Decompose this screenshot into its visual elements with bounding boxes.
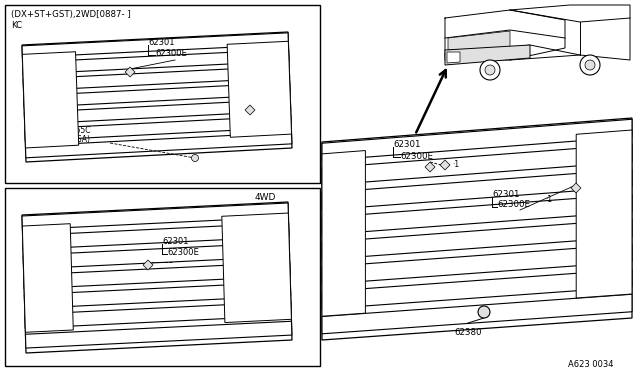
Polygon shape (26, 321, 292, 348)
Polygon shape (445, 45, 530, 65)
Polygon shape (222, 213, 291, 323)
Polygon shape (143, 260, 153, 270)
Text: 62300E: 62300E (155, 49, 187, 58)
Polygon shape (440, 160, 450, 170)
Circle shape (478, 306, 490, 318)
Text: 62301G (USA): 62301G (USA) (36, 135, 90, 144)
Polygon shape (22, 49, 289, 74)
Text: 62301: 62301 (492, 190, 520, 199)
Bar (5, 188, 320, 366)
Text: 62301: 62301 (162, 237, 189, 246)
Polygon shape (322, 244, 632, 284)
Polygon shape (22, 203, 289, 230)
Text: ·1: ·1 (452, 160, 459, 169)
Text: 62301: 62301 (148, 38, 175, 47)
Polygon shape (23, 66, 289, 91)
Text: (USA): (USA) (247, 71, 269, 80)
Polygon shape (322, 194, 632, 235)
Polygon shape (322, 118, 632, 340)
Text: (DX+ST+GST),2WD[0887- ]: (DX+ST+GST),2WD[0887- ] (11, 10, 131, 19)
Polygon shape (22, 52, 79, 148)
Polygon shape (22, 32, 292, 162)
Polygon shape (22, 224, 73, 332)
Polygon shape (26, 132, 292, 158)
Text: 62300E: 62300E (497, 200, 530, 209)
Polygon shape (22, 202, 292, 353)
Polygon shape (425, 162, 435, 172)
Text: 4WD: 4WD (255, 193, 276, 202)
Polygon shape (25, 116, 291, 141)
Polygon shape (24, 262, 290, 289)
Polygon shape (24, 83, 290, 108)
Text: 6230IE: 6230IE (245, 62, 271, 71)
Circle shape (585, 60, 595, 70)
Text: Ⓢ 08510-4165C: Ⓢ 08510-4165C (32, 125, 90, 134)
Polygon shape (125, 67, 135, 77)
Text: 62300E: 62300E (400, 152, 433, 161)
Circle shape (485, 65, 495, 75)
Polygon shape (23, 243, 289, 269)
Polygon shape (22, 33, 289, 58)
Text: ·1: ·1 (545, 195, 552, 204)
Polygon shape (571, 183, 581, 193)
Polygon shape (448, 31, 510, 50)
Text: 62301: 62301 (393, 140, 420, 149)
Polygon shape (24, 99, 291, 124)
Polygon shape (447, 52, 460, 63)
Polygon shape (576, 130, 632, 298)
Polygon shape (322, 119, 632, 161)
Polygon shape (322, 144, 632, 185)
Circle shape (191, 154, 198, 161)
Bar (5, 5, 320, 183)
Polygon shape (322, 294, 632, 334)
Text: KC: KC (11, 21, 22, 30)
Polygon shape (24, 282, 291, 309)
Text: A623 0034: A623 0034 (568, 360, 614, 369)
Circle shape (480, 60, 500, 80)
Polygon shape (322, 269, 632, 309)
Text: 62380: 62380 (454, 328, 482, 337)
Circle shape (580, 55, 600, 75)
Polygon shape (245, 105, 255, 115)
Polygon shape (25, 302, 291, 328)
Text: 62300E: 62300E (167, 248, 199, 257)
Polygon shape (322, 169, 632, 210)
Polygon shape (322, 151, 365, 316)
Polygon shape (227, 41, 292, 137)
Polygon shape (22, 223, 289, 250)
Polygon shape (322, 219, 632, 260)
